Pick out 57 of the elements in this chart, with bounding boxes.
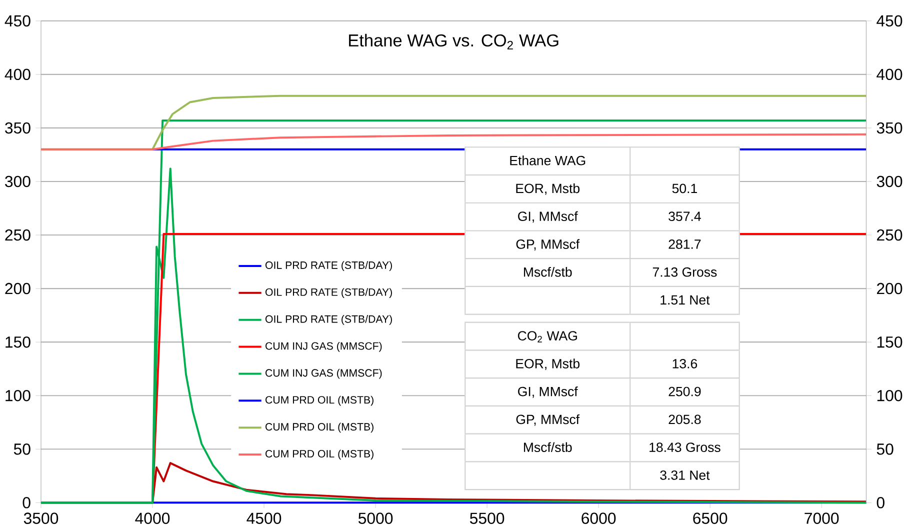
y-tick-label: 200	[5, 283, 30, 294]
annotation: GI, MMscf	[518, 386, 578, 398]
y-tick-label: 300	[5, 176, 30, 188]
y-tick-label: 350	[5, 122, 30, 134]
annotation: Mscf/stb	[524, 442, 572, 452]
y2-tick-label: 150	[877, 336, 902, 348]
y2-tick-label: 200	[877, 283, 902, 294]
y2-tick-label: 350	[876, 122, 902, 134]
y-tick-label: 400	[4, 69, 30, 80]
annotation: 7.13 Gross	[652, 268, 717, 277]
legend-label: CUM INJ GAS (MMSCF)	[266, 369, 382, 380]
annotation: 50.1	[672, 184, 697, 194]
x-tick-label: 5000	[358, 512, 393, 524]
y2-tick-label: 250	[877, 230, 902, 241]
y-tick-label: 100	[6, 390, 30, 402]
y-tick-label: 250	[5, 230, 30, 241]
x-tick-label: 3500	[24, 512, 58, 524]
annotation: 18.43 Gross	[650, 442, 720, 452]
x-tick-label: 7000	[804, 512, 839, 524]
text: Ethane WAG vs. CO$_{2}$ WAG	[349, 34, 558, 50]
annotation: 357.4	[668, 212, 701, 222]
legend-label: OIL PRD RATE (STB/DAY)	[265, 261, 392, 272]
annotation: 205.8	[668, 414, 701, 424]
annotation: GP, MMscf	[516, 239, 580, 251]
x-tick-label: 6000	[582, 512, 616, 524]
legend-label: CUM INJ GAS (MMSCF)	[266, 342, 382, 352]
y2-tick-label: 50	[876, 444, 894, 455]
annotation: 1.51 Net	[660, 296, 710, 305]
annotation: 13.6	[672, 359, 698, 369]
annotation: CO$_{2}$ WAG	[518, 331, 577, 343]
x-tick-label: 6500	[693, 512, 728, 524]
annotation: EOR, Mstb	[516, 184, 580, 195]
y2-tick-label: 100	[877, 390, 902, 402]
y-tick-label: 0	[22, 497, 30, 509]
y2-tick-label: 0	[876, 497, 884, 509]
y-tick-label: 450	[4, 15, 30, 27]
annotation: EOR, Mstb	[516, 358, 580, 370]
y2-tick-label: 300	[876, 176, 902, 188]
annotation: Mscf/stb	[524, 267, 572, 277]
y-tick-label: 50	[14, 444, 30, 455]
annotation: 250.9	[668, 387, 701, 396]
annotation: 281.7	[668, 240, 701, 250]
annotation: Ethane WAG	[510, 156, 586, 166]
y-tick-label: 150	[6, 336, 30, 348]
x-tick-label: 4000	[135, 512, 170, 524]
annotation: GI, MMscf	[518, 212, 578, 223]
legend-label: CUM PRD OIL (MSTB)	[266, 422, 374, 433]
annotation: GP, MMscf	[516, 414, 580, 426]
legend-label: CUM PRD OIL (MSTB)	[266, 450, 374, 460]
legend-label: OIL PRD RATE (STB/DAY)	[265, 288, 392, 298]
x-tick-label: 4500	[246, 512, 282, 524]
x-tick-label: 5500	[470, 512, 504, 524]
legend-label: OIL PRD RATE (STB/DAY)	[265, 315, 392, 326]
legend-label: CUM PRD OIL (MSTB)	[266, 396, 374, 406]
y2-tick-label: 400	[876, 69, 902, 80]
y2-tick-label: 450	[876, 15, 902, 27]
annotation: 3.31 Net	[660, 470, 710, 480]
